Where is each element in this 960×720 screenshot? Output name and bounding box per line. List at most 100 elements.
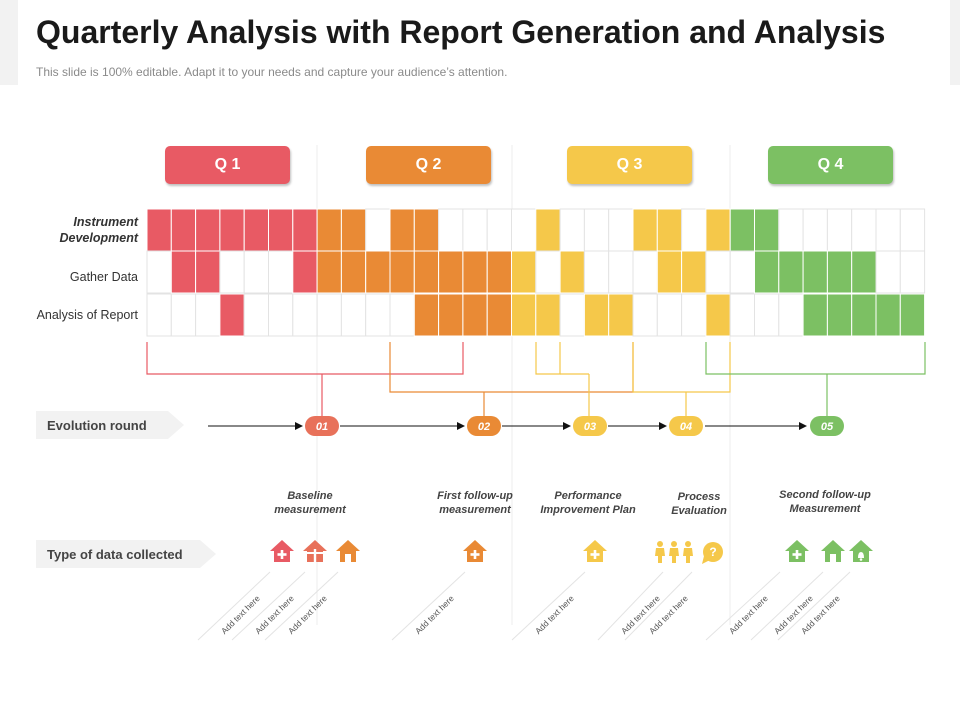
- grid-cell-gather: [826, 250, 853, 294]
- grid-cell-instrument: [778, 208, 804, 252]
- grid-cell-instrument: [826, 208, 853, 252]
- callout-line: [777, 571, 851, 641]
- stage-label-line: Second follow-up: [779, 489, 871, 501]
- grid-cell-instrument: [511, 208, 537, 252]
- person-icon: [669, 541, 679, 563]
- row-label-instrument: Instrument Development: [60, 214, 139, 246]
- stage-label-improvement-plan: Performance Improvement Plan: [540, 489, 635, 517]
- marker-pill: [810, 416, 844, 436]
- grid-cell-instrument: [219, 208, 245, 252]
- stage-label-line: measurement: [439, 504, 511, 516]
- grid-cell-instrument: [486, 208, 513, 252]
- grid-cell-gather: [268, 250, 294, 294]
- grid-cell-instrument: [559, 208, 585, 252]
- house-plus-icon: [270, 540, 294, 562]
- grid-cell-gather: [340, 250, 367, 294]
- grid-cell-analysis: [632, 293, 658, 337]
- row-label-analysis: Analysis of Report: [36, 308, 138, 322]
- grid-cell-analysis: [195, 293, 221, 337]
- grid-cell-gather: [413, 250, 440, 294]
- grid-cell-analysis: [705, 293, 731, 337]
- grid-cell-gather: [681, 250, 707, 294]
- grid-cell-analysis: [146, 293, 172, 337]
- bubble-circle: [703, 542, 723, 562]
- grid-cell-gather: [802, 250, 828, 294]
- grid-cell-instrument: [899, 208, 926, 252]
- grid-cell-instrument: [316, 208, 342, 252]
- grid-cell-gather: [632, 250, 658, 294]
- callout-line: [197, 571, 271, 641]
- question-bubble-icon: ?: [702, 542, 723, 564]
- grid-cell-instrument: [462, 208, 488, 252]
- grid-cell-analysis: [681, 293, 707, 337]
- marker-pill: [669, 416, 703, 436]
- stage-label-line: Performance: [554, 490, 622, 502]
- grid-cell-analysis: [754, 293, 780, 337]
- grid-cell-instrument: [705, 208, 731, 252]
- callout-line: [264, 571, 339, 641]
- page-subtitle: This slide is 100% editable. Adapt it to…: [36, 65, 508, 79]
- marker-pill: [573, 416, 607, 436]
- grid-cell-analysis: [170, 293, 197, 337]
- stage-label-process-evaluation: Process Evaluation: [671, 490, 727, 518]
- grid-cell-analysis: [826, 293, 853, 337]
- grid-cell-instrument: [292, 208, 318, 252]
- title-accent-left: [0, 0, 18, 85]
- grid-cell-instrument: [146, 208, 172, 252]
- marker-label: 05: [821, 421, 834, 433]
- row-label-instrument-line2: Development: [59, 231, 139, 245]
- grid-cell-instrument: [754, 208, 780, 252]
- grid-cell-gather: [583, 250, 610, 294]
- grid-cell-analysis: [292, 293, 318, 337]
- house-bell-icon: [849, 540, 873, 562]
- grid-cell-analysis: [268, 293, 294, 337]
- evolution-marker-04: 04: [669, 416, 703, 436]
- callout-line: [705, 571, 781, 641]
- grid-cell-gather: [875, 250, 901, 294]
- grid-cell-instrument: [268, 208, 294, 252]
- grid-cell-gather: [559, 250, 585, 294]
- bracket-connectors: [146, 342, 926, 418]
- stage-label-line: measurement: [274, 504, 346, 516]
- row-label-instrument-line1: Instrument: [73, 215, 138, 229]
- grid-cell-instrument: [608, 208, 634, 252]
- bracket-yellow-b: [632, 342, 731, 393]
- grid-cell-analysis: [462, 293, 488, 337]
- grid-cell-instrument: [656, 208, 683, 252]
- person-icon: [683, 541, 693, 563]
- grid-cell-gather: [170, 250, 197, 294]
- stage-label-line: Baseline: [287, 490, 333, 502]
- grid-cell-analysis: [511, 293, 537, 337]
- row-label-gather: Gather Data: [69, 270, 138, 284]
- grid-cell-instrument: [632, 208, 658, 252]
- grid-cell-gather: [511, 250, 537, 294]
- grid-cell-gather: [462, 250, 488, 294]
- grid-cell-analysis: [219, 293, 245, 337]
- quarter-header-q1: Q 1: [165, 146, 290, 184]
- stage-label-line: Process: [677, 491, 721, 503]
- grid-cell-gather: [219, 250, 245, 294]
- callout-line: [597, 571, 664, 641]
- grid-cell-analysis: [340, 293, 367, 337]
- evolution-marker-01: 01: [305, 416, 339, 436]
- bracket-yellow-a: [535, 342, 561, 375]
- grid-cell-analysis: [389, 293, 415, 337]
- grid-cell-gather: [243, 250, 269, 294]
- grid-cell-analysis: [243, 293, 269, 337]
- bracket-red: [146, 342, 464, 375]
- grid-cell-gather: [438, 250, 464, 294]
- grid-cell-instrument: [365, 208, 391, 252]
- grid-cell-analysis: [559, 293, 585, 337]
- title-accent-right: [950, 0, 960, 85]
- grid-cell-instrument: [681, 208, 707, 252]
- grid-cell-gather: [389, 250, 415, 294]
- person-icon: [655, 541, 665, 563]
- grid-cell-analysis: [778, 293, 804, 337]
- quarter-header-q3: Q 3: [567, 146, 692, 184]
- bubble-tail: [702, 556, 710, 564]
- marker-label: 04: [680, 421, 692, 433]
- grid-cell-gather: [146, 250, 172, 294]
- grid-cell-gather: [729, 250, 756, 294]
- schedule-grid: [146, 208, 926, 337]
